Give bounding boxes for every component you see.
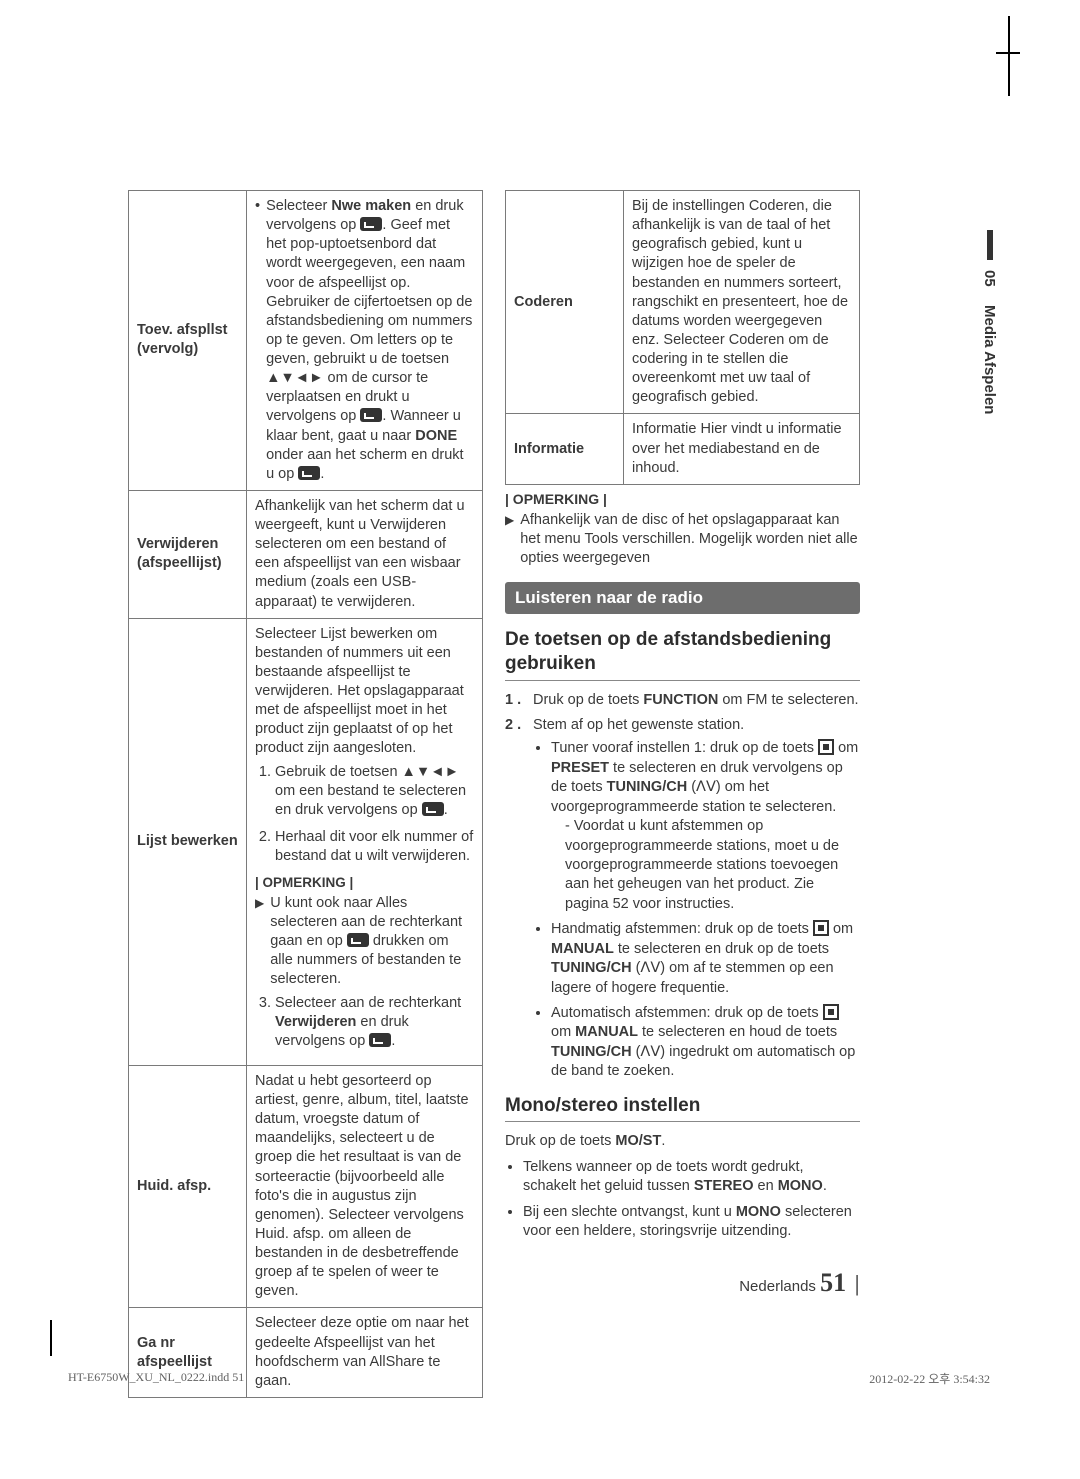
list-item: Selecteer aan de rechterkant Verwijderen… bbox=[275, 994, 474, 1051]
row-label: Coderen bbox=[506, 191, 624, 414]
table-row: Verwijderen(afspeellijst)Afhankelijk van… bbox=[129, 490, 483, 618]
list-item: Bij een slechte ontvangst, kunt u MONO s… bbox=[523, 1203, 860, 1242]
table-row: CoderenBij de instellingen Coderen, die … bbox=[506, 191, 860, 414]
row-label: Huid. afsp. bbox=[129, 1065, 247, 1308]
subheading: Mono/stereo instellen bbox=[505, 1094, 860, 1118]
row-body: Nadat u hebt gesorteerd op artiest, genr… bbox=[247, 1065, 483, 1308]
rule bbox=[505, 1121, 860, 1122]
crop-mark bbox=[992, 16, 1010, 96]
row-label: Verwijderen(afspeellijst) bbox=[129, 490, 247, 618]
table-row: Huid. afsp.Nadat u hebt gesorteerd op ar… bbox=[129, 1065, 483, 1308]
stop-icon bbox=[823, 1004, 839, 1020]
right-menu-table: CoderenBij de instellingen Coderen, die … bbox=[505, 190, 860, 485]
note-line: ▶U kunt ook naar Alles selecteren aan de… bbox=[255, 894, 474, 990]
page-content: Toev. afspllst(vervolg)•Selecteer Nwe ma… bbox=[128, 190, 860, 1398]
crop-mark bbox=[50, 1320, 52, 1356]
row-label: Toev. afspllst(vervolg) bbox=[129, 191, 247, 491]
note-arrow-icon: ▶ bbox=[505, 513, 514, 568]
enter-icon bbox=[360, 408, 382, 422]
paragraph: Druk op de toets MO/ST. bbox=[505, 1132, 860, 1151]
footer-lang: Nederlands bbox=[739, 1278, 816, 1295]
enter-icon bbox=[360, 217, 382, 231]
row-label: Lijst bewerken bbox=[129, 618, 247, 1065]
section-heading: Luisteren naar de radio bbox=[505, 582, 860, 614]
note-line: ▶ Afhankelijk van de disc of het opslaga… bbox=[505, 511, 860, 568]
note-header: | OPMERKING | bbox=[505, 491, 860, 507]
table-row: Toev. afspllst(vervolg)•Selecteer Nwe ma… bbox=[129, 191, 483, 491]
list-item: Voordat u kunt afstemmen op voorgeprogra… bbox=[565, 817, 860, 914]
table-row: InformatieInformatie Hier vindt u inform… bbox=[506, 414, 860, 484]
rule bbox=[505, 680, 860, 681]
list-item: Gebruik de toetsen ▲▼◄► om een bestand t… bbox=[275, 763, 474, 820]
side-tab-label: Media Afspelen bbox=[981, 305, 998, 414]
row-body: Selecteer Lijst bewerken om bestanden of… bbox=[247, 618, 483, 1065]
print-mark: 2012-02-22 오후 3:54:32 bbox=[869, 1370, 990, 1387]
print-mark: HT-E6750W_XU_NL_0222.indd 51 bbox=[68, 1370, 244, 1385]
row-body: Informatie Hier vindt u informatie over … bbox=[624, 414, 860, 484]
enter-icon bbox=[347, 933, 369, 947]
note-header: | OPMERKING | bbox=[255, 874, 474, 892]
left-column: Toev. afspllst(vervolg)•Selecteer Nwe ma… bbox=[128, 190, 483, 1398]
bullet-list: Telkens wanneer op de toets wordt gedruk… bbox=[505, 1158, 860, 1242]
subheading: De toetsen op de afstandsbediening gebru… bbox=[505, 628, 860, 676]
list-item: Handmatig afstemmen: druk op de toets om… bbox=[551, 920, 860, 998]
enter-icon bbox=[369, 1033, 391, 1047]
footer-page: 51 bbox=[820, 1268, 846, 1297]
step-item: 2 .Stem af op het gewenste station.Tuner… bbox=[505, 716, 860, 1088]
left-menu-table: Toev. afspllst(vervolg)•Selecteer Nwe ma… bbox=[128, 190, 483, 1398]
list-item: Tuner vooraf instellen 1: druk op de toe… bbox=[551, 739, 860, 914]
side-tab: 05 Media Afspelen bbox=[981, 230, 998, 414]
note-arrow-icon: ▶ bbox=[255, 896, 264, 990]
list-item: Telkens wanneer op de toets wordt gedruk… bbox=[523, 1158, 860, 1197]
side-tab-bar bbox=[987, 230, 993, 260]
steps-list: 1 .Druk op de toets FUNCTION om FM te se… bbox=[505, 691, 860, 1088]
list-item: Automatisch afstemmen: druk op de toets … bbox=[551, 1004, 860, 1082]
row-label: Informatie bbox=[506, 414, 624, 484]
footer-bar: | bbox=[854, 1271, 860, 1296]
row-body: Selecteer deze optie om naar het gedeelt… bbox=[247, 1308, 483, 1398]
list-item: Herhaal dit voor elk nummer of bestand d… bbox=[275, 828, 474, 866]
stop-icon bbox=[813, 920, 829, 936]
stop-icon bbox=[818, 739, 834, 755]
row-body: •Selecteer Nwe maken en druk vervolgens … bbox=[247, 191, 483, 491]
enter-icon bbox=[298, 466, 320, 480]
step-item: 1 .Druk op de toets FUNCTION om FM te se… bbox=[505, 691, 860, 710]
table-row: Lijst bewerkenSelecteer Lijst bewerken o… bbox=[129, 618, 483, 1065]
note-text: Afhankelijk van de disc of het opslagapp… bbox=[520, 511, 860, 568]
row-body: Bij de instellingen Coderen, die afhanke… bbox=[624, 191, 860, 414]
side-tab-num: 05 bbox=[981, 270, 998, 287]
right-column: CoderenBij de instellingen Coderen, die … bbox=[505, 190, 860, 1398]
page-footer: Nederlands 51 | bbox=[739, 1268, 860, 1298]
enter-icon bbox=[422, 802, 444, 816]
row-body: Afhankelijk van het scherm dat u weergee… bbox=[247, 490, 483, 618]
